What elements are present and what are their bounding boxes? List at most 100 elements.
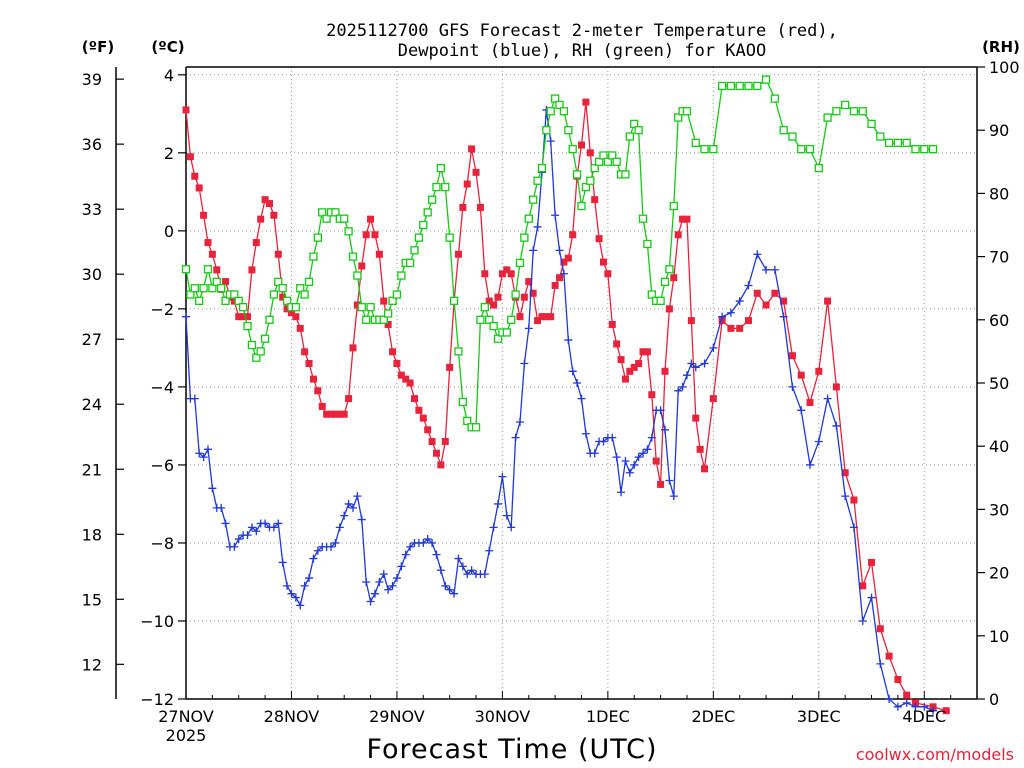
rh-point [265,315,274,324]
dewpoint-point [406,542,415,551]
dewpoint-point [313,546,322,555]
dewpoint-point [353,492,362,501]
rh-point [221,296,230,305]
temperature-point [670,274,678,282]
rh-point [502,328,511,337]
temperature-point [494,293,502,301]
temperature-point [406,379,414,387]
rh-point [555,100,564,110]
temperature-point [384,320,392,328]
rh-point [700,145,709,154]
rh-point [682,107,692,116]
rh-point [902,138,911,147]
dewpoint-point [494,499,503,508]
rh-point [603,157,613,166]
rh-point [234,296,243,305]
temperature-point [463,180,471,188]
dewpoint-point [485,546,494,555]
rh-point [893,138,903,147]
rh-point [463,416,472,426]
rh-point [388,296,397,305]
rh-point [507,315,516,324]
dewpoint-point [384,585,393,594]
rh-point [608,151,617,160]
dewpoint-point [305,574,314,583]
temperature-point [507,270,515,278]
dewpoint-point [849,523,858,532]
temperature-point [529,289,537,297]
rh-point [419,220,428,230]
temperature-point [476,203,484,211]
temperature-point [595,235,603,243]
temperature-point [222,278,230,286]
rh-point [911,145,920,154]
grid-lines [186,67,977,700]
dewpoint-point [564,336,573,345]
dewpoint-point [617,488,626,497]
temperature-point [591,196,599,204]
rh-point [643,239,652,249]
rh-point [309,252,318,261]
celsius-tick-label: −6 [150,456,174,475]
rh-point [282,296,292,305]
temperature-point [824,297,832,305]
dewpoint-point [876,659,885,668]
dewpoint-point [893,702,902,711]
temperature-point [643,348,651,356]
temperature-point [301,348,309,356]
rh-point [884,138,894,147]
rh-tick-label: 20 [989,564,1009,583]
temperature-point [687,317,695,325]
x-axis-title: Forecast Time (UTC) [366,734,657,765]
dewpoint-point [559,269,568,278]
dewpoint-point [300,581,309,590]
rh-point [340,214,349,223]
dewpoint-point [687,359,696,368]
dewpoint-point [401,550,410,559]
rh-point [238,303,248,312]
rh-point [217,284,226,293]
dewpoint-point [832,421,841,430]
dewpoint-point [639,449,648,458]
dewpoint-point [217,503,226,512]
dewpoint-point [744,281,753,290]
rh-point [357,303,366,312]
dewpoint-point [436,566,445,575]
credit-link[interactable]: coolwx.com/models [856,745,1014,764]
temperature-point [832,383,840,391]
axes [115,66,985,700]
rh-point [366,303,375,312]
temperature-point [340,410,348,418]
dewpoint-point [274,519,283,528]
time-tick-label: 2DEC [691,707,735,726]
temperature-point [349,344,357,352]
dewpoint-point [858,616,867,625]
dewpoint-point [195,449,204,458]
temperature-point [538,313,546,321]
temperature-point [630,363,638,371]
dewpoint-point [388,581,397,590]
temperature-point [753,289,761,297]
rh-point [449,296,459,305]
rh-point [471,423,481,432]
dewpoint-point [278,558,287,567]
rh-point [243,321,252,331]
dewpoint-point [630,460,639,469]
dewpoint-point [643,445,652,454]
temperature-point [283,305,291,313]
rh-tick-label: 60 [989,311,1009,330]
dewpoint-point [252,527,261,536]
rh-point [344,227,353,236]
dewpoint-point [599,437,608,446]
temperature-point [265,200,273,208]
temperature-point [665,305,673,313]
dewpoint-point [669,492,678,501]
rh-point [392,290,402,299]
rh-point [383,309,393,318]
temperature-point [389,348,397,356]
rh-point [313,233,322,242]
temperature-point [744,317,752,325]
dewpoint-point [467,566,476,575]
dewpoint-point [700,359,709,368]
